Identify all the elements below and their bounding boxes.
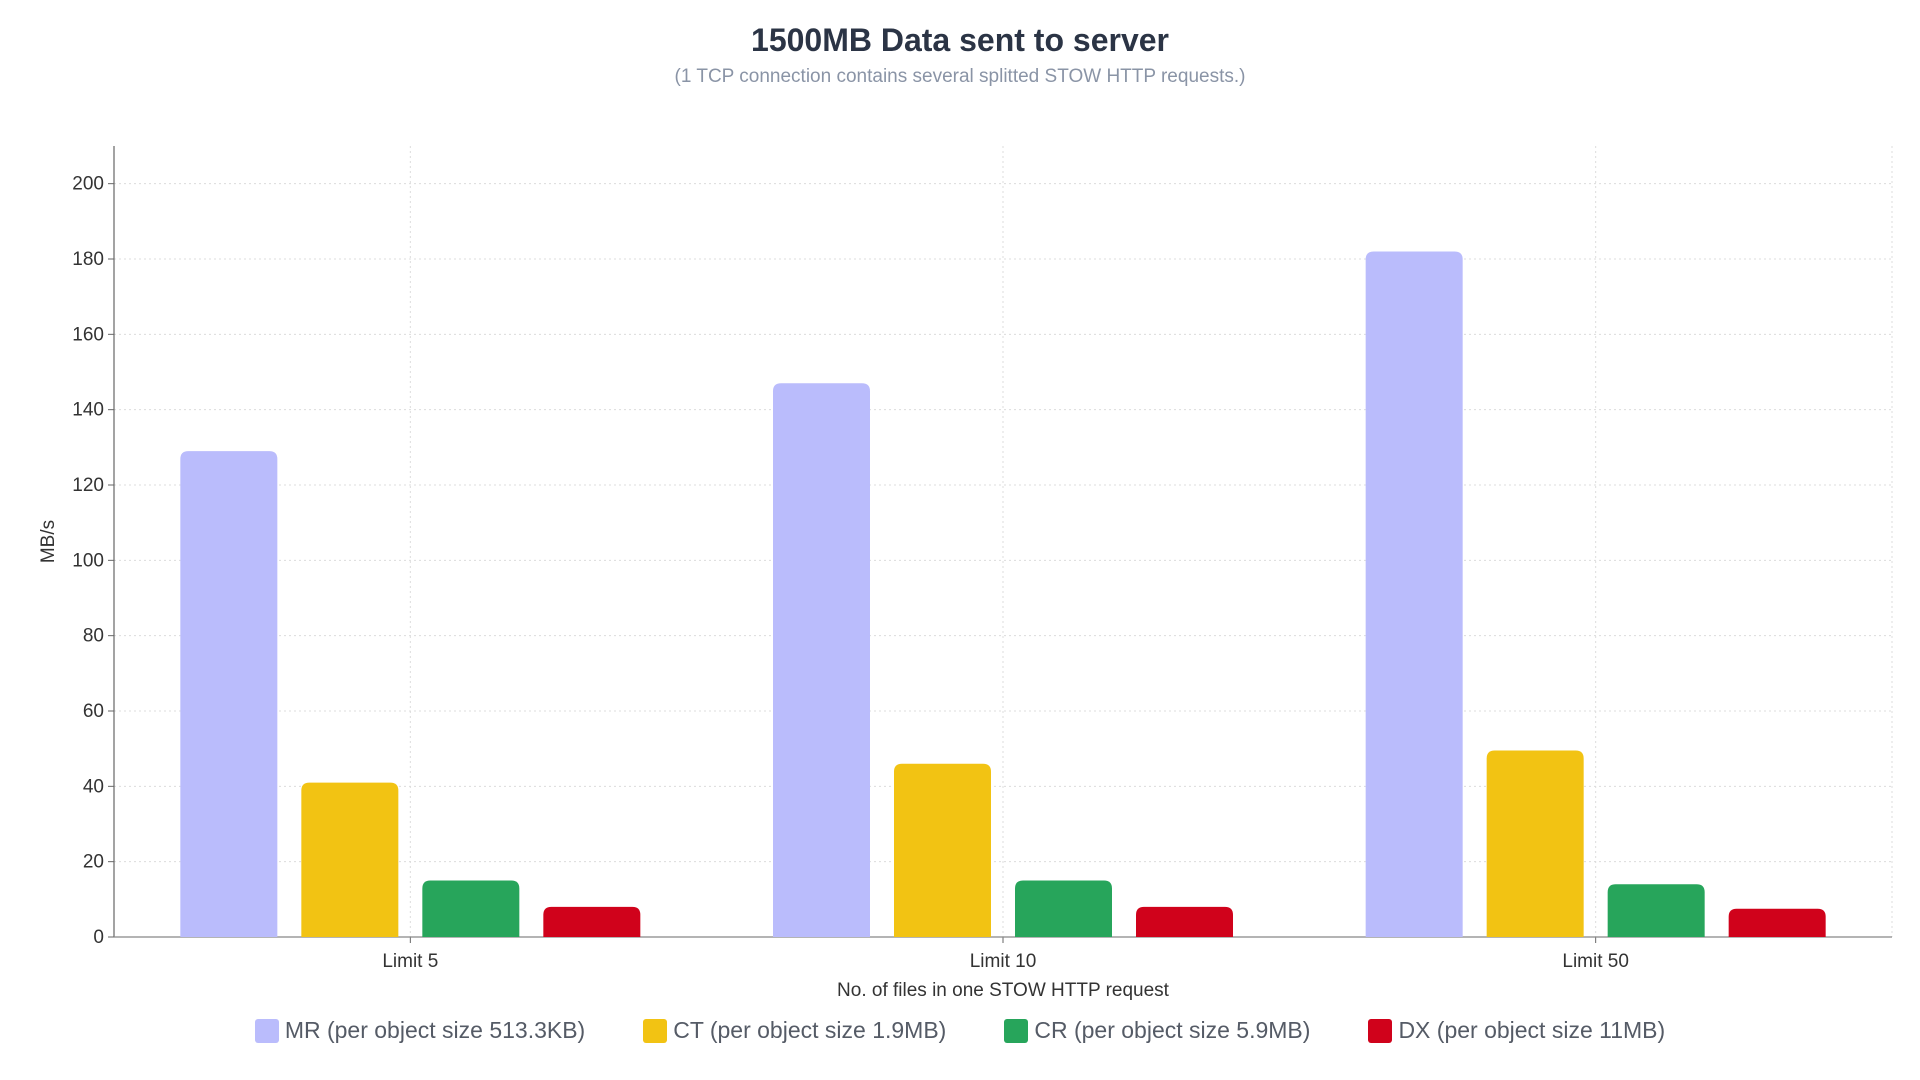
bar-cr-limit-50[interactable]: [1607, 884, 1705, 937]
y-tick-label: 160: [72, 324, 104, 345]
legend-item-dx[interactable]: DX (per object size 11MB): [1368, 1017, 1665, 1044]
legend-label: MR (per object size 513.3KB): [284, 1017, 586, 1043]
x-tick-label: Limit 10: [970, 951, 1037, 972]
legend-item-cr[interactable]: CR (per object size 5.9MB): [1004, 1017, 1310, 1044]
bar-mr-limit-50[interactable]: [1365, 251, 1463, 937]
y-tick-label: 80: [83, 626, 104, 647]
x-axis-title: No. of files in one STOW HTTP request: [837, 980, 1170, 1001]
y-tick-label: 60: [83, 701, 104, 722]
y-tick-label: 200: [72, 174, 104, 195]
legend-item-mr[interactable]: MR (per object size 513.3KB): [254, 1017, 586, 1044]
bar-ct-limit-50[interactable]: [1486, 750, 1584, 937]
bar-mr-limit-5[interactable]: [180, 451, 278, 937]
chart-title: 1500MB Data sent to server: [751, 22, 1169, 58]
bar-dx-limit-50[interactable]: [1728, 908, 1826, 937]
y-tick-label: 40: [83, 776, 104, 797]
legend-label: CR (per object size 5.9MB): [1034, 1017, 1311, 1043]
x-tick-label: Limit 5: [382, 951, 438, 972]
label-layer: 0 20 40 60 80 100 120 140 160 180 200 Limit 5 Limit …: [72, 174, 1629, 972]
y-tick-label: 100: [72, 550, 104, 571]
axis-layer: [108, 146, 1892, 943]
y-tick-label: 120: [72, 475, 104, 496]
chart-subtitle: (1 TCP connection contains several split…: [674, 66, 1246, 87]
bar-layer: [180, 251, 1826, 938]
legend-label: CT (per object size 1.9MB): [673, 1017, 947, 1043]
bar-ct-limit-10[interactable]: [894, 763, 991, 937]
y-tick-label: 20: [83, 852, 104, 873]
y-axis-title: MB/s: [38, 520, 59, 563]
bar-cr-limit-5[interactable]: [422, 880, 520, 938]
legend-swatch: [643, 1018, 668, 1043]
bar-ct-limit-5[interactable]: [301, 782, 399, 937]
x-tick-label: Limit 50: [1562, 951, 1629, 972]
bar-mr-limit-10[interactable]: [773, 383, 870, 937]
legend-swatch: [1004, 1018, 1029, 1043]
legend-label: DX (per object size 11MB): [1398, 1017, 1666, 1043]
bar-cr-limit-10[interactable]: [1015, 880, 1112, 938]
bar-dx-limit-5[interactable]: [543, 906, 641, 937]
y-tick-label: 180: [72, 249, 104, 270]
y-tick-label: 140: [72, 400, 104, 421]
y-tick-label: 0: [93, 927, 104, 948]
legend-item-ct[interactable]: CT (per object size 1.9MB): [643, 1017, 946, 1044]
chart-legend: MR (per object size 513.3KB) CT (per obje…: [0, 1017, 1920, 1044]
grid-layer: [114, 146, 1893, 937]
legend-swatch: [254, 1018, 279, 1043]
bar-dx-limit-10[interactable]: [1136, 906, 1233, 937]
legend-swatch: [1368, 1018, 1393, 1043]
